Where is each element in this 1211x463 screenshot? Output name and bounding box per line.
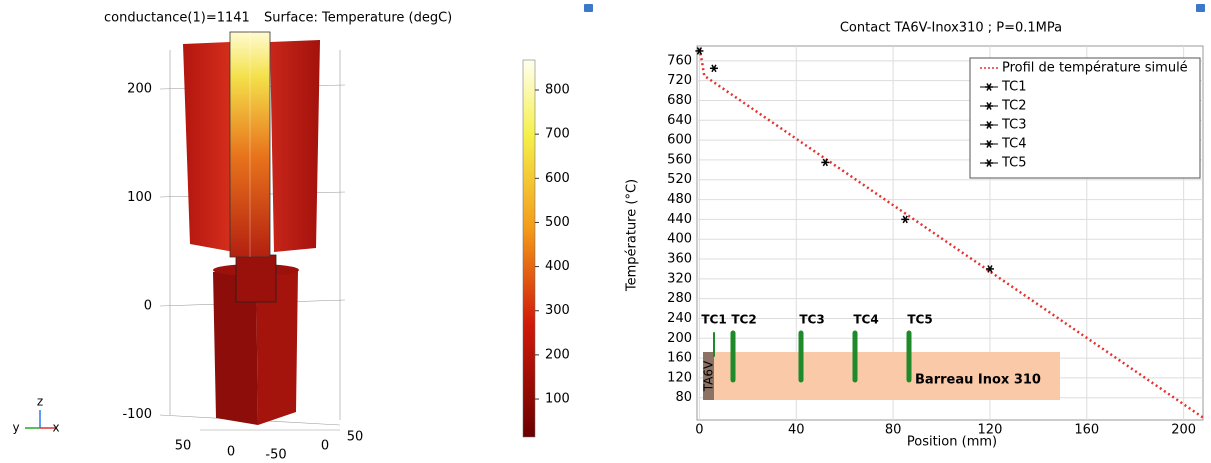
data-point — [901, 215, 910, 224]
y-tick-label: 80 — [675, 390, 692, 405]
legend-label: TC2 — [1001, 99, 1027, 114]
bar-ta6v — [703, 352, 714, 400]
colorbar-tick-label: 400 — [545, 259, 570, 274]
colorbar-tick-label: 800 — [545, 83, 570, 98]
y-tick-label: 400 — [667, 232, 692, 247]
data-point — [709, 64, 718, 73]
annotation: Barreau Inox 310 — [915, 373, 1041, 388]
colorbar-tick-label: 700 — [545, 127, 570, 142]
annotation: TC1 — [701, 313, 726, 327]
star-stroke — [711, 64, 717, 73]
star-stroke — [986, 102, 992, 110]
y-tick-label: 200 — [667, 331, 692, 346]
star-stroke — [987, 265, 993, 273]
z-tick-label: -100 — [122, 407, 152, 422]
y-axis-label: Température (°C) — [625, 179, 640, 292]
y-tick-label: 560 — [667, 152, 692, 167]
bar-inox — [714, 352, 1060, 400]
annotation: TA6V — [702, 360, 716, 392]
data-point — [985, 265, 994, 273]
x-tick-label: 200 — [1171, 423, 1196, 438]
y-tick-label: 120 — [667, 370, 692, 385]
x-axis-label: Position (mm) — [907, 435, 997, 450]
y-tick-label: 320 — [667, 271, 692, 286]
axis-triad — [25, 410, 55, 429]
chart-title: Contact TA6V-Inox310 ; P=0.1MPa — [840, 21, 1062, 36]
y-tick-label: 160 — [667, 351, 692, 366]
legend-marker — [980, 83, 998, 91]
legend — [969, 57, 1201, 179]
y-tick-label: 0 — [321, 439, 329, 454]
legend-marker — [980, 140, 998, 148]
legend-marker — [980, 159, 998, 167]
star-stroke — [822, 158, 828, 167]
y-tick-label: 240 — [667, 311, 692, 326]
y-tick-label: 360 — [667, 252, 692, 267]
plot-title: conductance(1)=1141 — [104, 11, 250, 26]
y-tick-label: 720 — [667, 73, 692, 88]
y-tick-label: 50 — [347, 430, 364, 445]
legend-label: TC5 — [1001, 156, 1027, 171]
annotation: TC4 — [853, 313, 878, 327]
y-tick-label: 280 — [667, 291, 692, 306]
star-stroke — [696, 47, 703, 55]
legend-marker — [980, 121, 998, 129]
plot-subtitle: Surface: Temperature (degC) — [264, 11, 452, 26]
colorbar-tick-label: 600 — [545, 171, 570, 186]
x-tick-label: 50 — [175, 439, 192, 454]
y-tick-label: 760 — [667, 53, 692, 68]
legend-label: TC3 — [1001, 118, 1027, 133]
star-stroke — [986, 121, 992, 129]
legend-label: TC4 — [1001, 137, 1027, 152]
axis-label: z — [37, 395, 43, 409]
colorbar — [522, 59, 536, 438]
geometry — [183, 31, 320, 425]
legend-label: TC1 — [1001, 80, 1027, 95]
y-tick-label: 520 — [667, 172, 692, 187]
axis-label: x — [52, 421, 59, 435]
x-tick-label: 80 — [885, 423, 902, 438]
y-tick-label: 600 — [667, 133, 692, 148]
annotation: TC5 — [907, 313, 932, 327]
annotation: TC3 — [799, 313, 824, 327]
star-stroke — [986, 83, 992, 91]
z-tick-label: 100 — [127, 190, 152, 205]
colorbar-tick-label: 200 — [545, 347, 570, 362]
x-tick-label: 120 — [978, 423, 1003, 438]
legend-marker — [980, 102, 998, 110]
colorbar-tick-label: 100 — [545, 392, 570, 407]
colorbar-tick-label: 500 — [545, 215, 570, 230]
star-stroke — [902, 215, 908, 224]
annotation: TC2 — [731, 313, 756, 327]
data-point — [821, 158, 830, 167]
series-line — [698, 48, 1204, 419]
z-tick-label: 200 — [127, 82, 152, 97]
x-tick-label: 0 — [227, 445, 235, 460]
y-tick-label: 640 — [667, 113, 692, 128]
axis-label: y — [12, 421, 19, 435]
z-tick-label: 0 — [144, 299, 152, 314]
toolbar-icon[interactable] — [1196, 4, 1205, 12]
star-stroke — [986, 140, 992, 148]
y-tick-label: 480 — [667, 192, 692, 207]
toolbar-icon[interactable] — [584, 4, 593, 12]
y-tick-label: 680 — [667, 93, 692, 108]
y-tick-label: 440 — [667, 212, 692, 227]
star-stroke — [986, 159, 992, 167]
x-tick-label: 40 — [788, 423, 805, 438]
x-tick-label: 0 — [695, 423, 703, 438]
legend-label: Profil de température simulé — [1002, 61, 1188, 76]
colorbar-tick-label: 300 — [545, 303, 570, 318]
data-point — [695, 47, 704, 55]
x-tick-label: 160 — [1074, 423, 1099, 438]
x-tick-label: -50 — [265, 448, 286, 463]
